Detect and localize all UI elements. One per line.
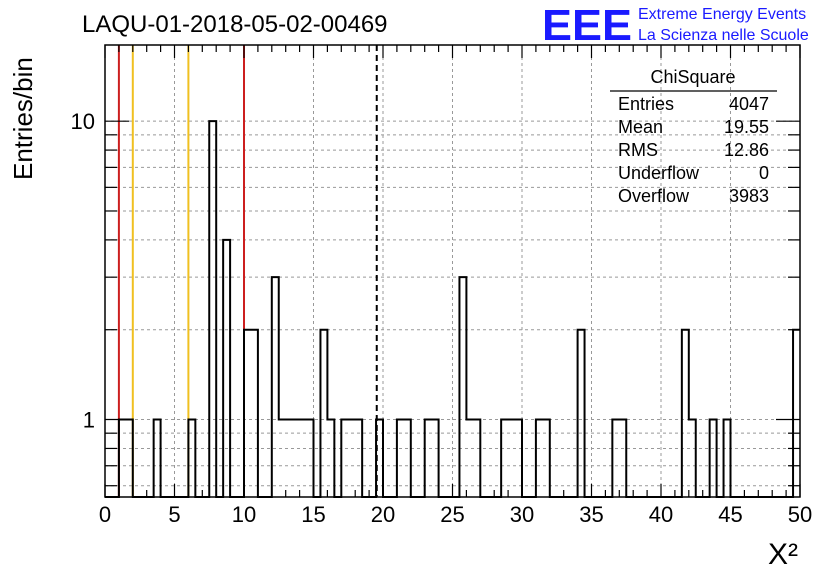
stats-value: 12.86: [724, 140, 769, 160]
histogram-bin: [432, 420, 439, 497]
stats-label: Entries: [618, 94, 674, 114]
histogram-bin: [355, 420, 362, 497]
histogram-bin: [272, 277, 279, 497]
histogram-bin: [466, 420, 473, 497]
histogram-bin: [473, 420, 480, 497]
y-tick-label: 10: [71, 109, 95, 134]
stats-value: 4047: [729, 94, 769, 114]
histogram-bin: [286, 420, 293, 497]
histogram-bin: [425, 420, 432, 497]
histogram-bin: [376, 420, 383, 497]
stats-label: Underflow: [618, 163, 700, 183]
x-tick-label: 25: [440, 502, 464, 527]
stats-rows: Entries 4047 Mean 19.55 RMS 12.86 Underflow 0 Ov…: [618, 94, 769, 206]
histogram-bin: [293, 420, 300, 497]
stats-value: 0: [759, 163, 769, 183]
histogram-bin: [501, 420, 508, 497]
histogram-bin: [223, 240, 230, 497]
histogram-bin: [578, 330, 585, 497]
histogram-bin: [515, 420, 522, 497]
histogram-bin: [307, 420, 314, 497]
histogram-bin: [279, 420, 286, 497]
stats-box: ChiSquare Entries 4047 Mean 19.55 RMS 12.86 Un…: [610, 67, 777, 206]
histogram-bin: [251, 330, 258, 497]
stats-title: ChiSquare: [650, 67, 735, 87]
x-tick-label: 0: [99, 502, 111, 527]
histogram-bin: [154, 420, 161, 497]
y-tick-label: 1: [83, 408, 95, 433]
x-tick-label: 30: [510, 502, 534, 527]
x-tick-label: 35: [579, 502, 603, 527]
histogram-bin: [397, 420, 404, 497]
histogram-bin: [119, 420, 126, 497]
histogram-bin: [612, 420, 619, 497]
histogram-bin: [320, 330, 327, 497]
histogram-bin: [244, 330, 251, 497]
logo-line-1: Extreme Energy Events: [638, 6, 806, 23]
histogram-bin: [543, 420, 550, 497]
stats-label: Mean: [618, 117, 663, 137]
histogram-bin: [341, 420, 348, 497]
histogram-bin: [404, 420, 411, 497]
x-tick-label: 15: [301, 502, 325, 527]
logo-mark: EEE: [542, 1, 632, 50]
x-tick-label: 50: [788, 502, 812, 527]
x-tick-label: 20: [371, 502, 395, 527]
x-tick-label: 10: [232, 502, 256, 527]
histogram-bin: [459, 277, 466, 497]
histogram-bin: [536, 420, 543, 497]
histogram-bin: [689, 420, 696, 497]
grid-lines: [105, 45, 800, 497]
stats-label: RMS: [618, 140, 658, 160]
histogram-bin: [348, 420, 355, 497]
eee-logo: EEE Extreme Energy Events La Scienza nel…: [542, 1, 809, 50]
histogram-bin: [327, 420, 334, 497]
histogram-bin: [300, 420, 307, 497]
histogram-bin: [710, 420, 717, 497]
histogram-bin: [724, 420, 731, 497]
x-tick-label: 45: [718, 502, 742, 527]
chart-title: LAQU-01-2018-05-02-00469: [82, 11, 388, 38]
logo-line-2: La Scienza nelle Scuole: [638, 27, 809, 44]
histogram-bin: [209, 121, 216, 497]
x-tick-label: 40: [649, 502, 673, 527]
stats-value: 3983: [729, 186, 769, 206]
x-axis-ticks: 0 5 10 15 20 25 30 35 40 45 50: [99, 45, 812, 527]
histogram-bin: [682, 330, 689, 497]
histogram-bin: [508, 420, 515, 497]
stats-value: 19.55: [724, 117, 769, 137]
stats-label: Overflow: [618, 186, 690, 206]
histogram-bin: [188, 420, 195, 497]
y-axis-ticks: 1 10: [71, 109, 800, 487]
histogram-bin: [126, 420, 133, 497]
histogram-bin: [793, 330, 800, 497]
x-axis-label: X²: [768, 538, 798, 571]
x-tick-label: 5: [168, 502, 180, 527]
y-axis-label: Entries/bin: [8, 57, 38, 180]
histogram-bin: [619, 420, 626, 497]
